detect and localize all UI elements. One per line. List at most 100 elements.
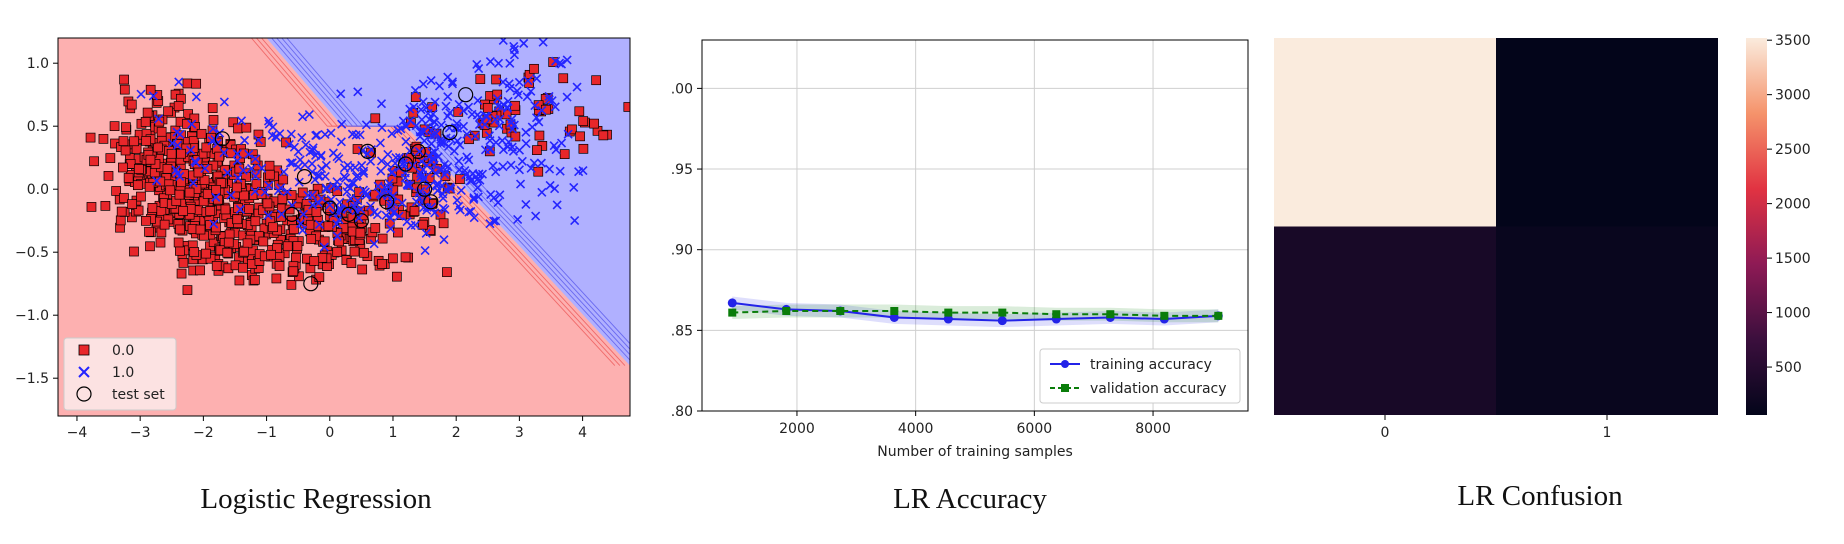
class1-point — [307, 190, 317, 200]
class1-point — [427, 148, 437, 158]
class1-point — [493, 101, 503, 111]
class1-point — [512, 86, 522, 96]
class1-point — [339, 163, 350, 173]
class1-point — [473, 192, 483, 202]
class1-point — [430, 147, 440, 157]
class1-point — [372, 210, 383, 220]
class0-point — [127, 199, 137, 209]
test-point — [353, 213, 369, 229]
class0-point — [278, 174, 289, 185]
class1-point — [387, 168, 397, 178]
scatter-legend: 0.0 1.0 test set — [63, 337, 177, 411]
class1-point — [430, 208, 440, 218]
confusion-cell-1-0 — [1274, 226, 1496, 415]
x-tick-label: 4000 — [898, 421, 934, 437]
class1-point — [276, 183, 286, 193]
validation-point — [1214, 311, 1223, 320]
class0-point — [529, 63, 539, 74]
class1-point — [167, 138, 177, 148]
y-tick-label: −0.5 — [15, 245, 49, 261]
class1-point — [446, 184, 456, 194]
accuracy-legend: training accuracy validation accuracy — [1039, 348, 1241, 404]
class1-point — [263, 116, 274, 126]
class1-point — [432, 181, 442, 191]
x-tick-label: 2 — [452, 425, 461, 441]
class1-point — [514, 77, 524, 87]
class1-point — [313, 171, 323, 181]
class1-point — [263, 210, 273, 220]
class0-point — [244, 204, 254, 214]
class1-point — [443, 111, 453, 121]
class1-point — [428, 122, 438, 133]
class0-point — [155, 237, 166, 248]
class1-point — [200, 163, 210, 174]
class1-point — [429, 130, 440, 140]
class0-point — [559, 149, 570, 159]
class1-point — [232, 156, 242, 166]
class1-point — [353, 87, 363, 97]
class1-point — [569, 182, 579, 192]
class0-point — [288, 266, 299, 277]
class1-point — [426, 139, 436, 149]
class1-point — [454, 156, 464, 166]
class1-point — [439, 235, 449, 245]
class1-point — [438, 193, 448, 203]
class0-point — [86, 202, 97, 212]
class1-point — [321, 160, 331, 170]
class1-point — [353, 170, 363, 181]
class1-point — [485, 145, 495, 155]
class0-point — [173, 101, 184, 111]
class0-point — [226, 148, 236, 159]
legend-validation-marker — [1061, 384, 1069, 392]
class1-point — [376, 99, 387, 109]
class0-point — [119, 84, 130, 95]
y-tick-label: −1.0 — [15, 308, 49, 324]
class1-point — [376, 166, 386, 176]
x-tick-label: 8000 — [1135, 421, 1171, 437]
class0-point — [109, 121, 120, 131]
class0-point — [141, 216, 151, 226]
class1-point — [562, 55, 572, 65]
class1-point — [456, 185, 466, 195]
class1-point — [285, 158, 295, 168]
training-point — [943, 314, 953, 324]
class1-point — [556, 138, 567, 148]
class0-point — [289, 224, 299, 235]
class1-point — [295, 219, 306, 229]
class1-point — [268, 122, 278, 132]
class0-point — [232, 214, 243, 225]
class1-point — [403, 181, 413, 191]
class0-point — [475, 74, 486, 84]
class1-point — [458, 121, 469, 131]
training-point — [727, 298, 737, 308]
class1-point — [514, 165, 525, 175]
class0-point — [174, 189, 185, 200]
class0-point — [311, 207, 322, 217]
class1-point — [405, 104, 415, 114]
class1-point — [521, 139, 531, 149]
class1-point — [482, 111, 492, 121]
class0-point — [250, 216, 261, 227]
class1-point — [401, 121, 411, 131]
class1-point — [257, 163, 267, 173]
class1-point — [434, 81, 445, 91]
validation-point — [944, 308, 953, 317]
class1-point — [469, 213, 479, 223]
class1-point — [172, 127, 182, 137]
class1-point — [405, 180, 415, 190]
class1-point — [484, 131, 495, 141]
band-training — [732, 296, 1219, 328]
class1-point — [277, 209, 287, 219]
class1-point — [491, 216, 501, 226]
class1-point — [555, 166, 565, 176]
class1-point — [381, 210, 391, 220]
class0-point — [282, 241, 293, 252]
class0-point — [176, 268, 187, 279]
confusion-cell-1-1 — [1496, 226, 1718, 415]
x-tick-label: 2000 — [779, 421, 815, 437]
class0-point — [103, 171, 114, 181]
class1-point — [250, 186, 260, 196]
class1-point — [562, 92, 572, 102]
class0-point — [258, 236, 269, 247]
class1-point — [426, 76, 436, 86]
